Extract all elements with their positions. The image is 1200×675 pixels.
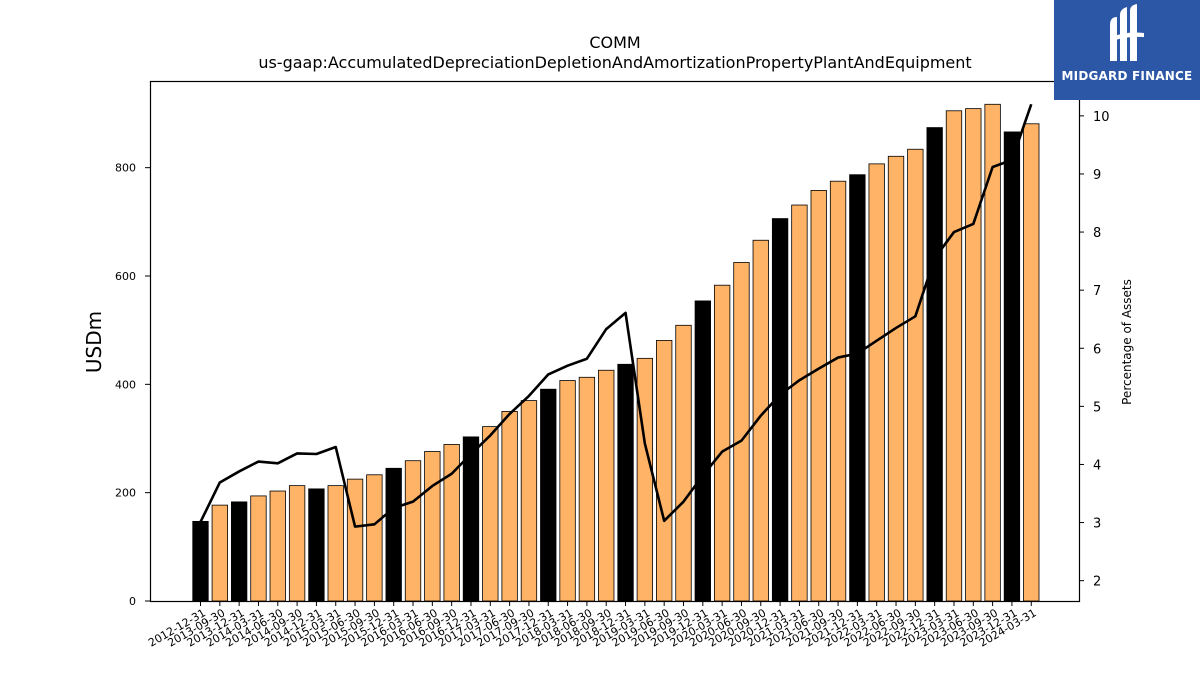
bar [462, 436, 480, 602]
bar [887, 155, 905, 602]
bar [656, 340, 673, 602]
bar [269, 490, 286, 602]
y-axis-left: 0 200 400 600 800 [115, 162, 150, 608]
bar [636, 357, 654, 602]
y-tick-label: 800 [115, 162, 136, 175]
bar [559, 380, 576, 602]
bar [250, 495, 267, 602]
bar [578, 376, 596, 602]
bar [385, 467, 402, 602]
bars-group [192, 103, 1040, 602]
y-right-tick-label: 6 [1093, 342, 1101, 357]
percentage-line [199, 103, 1033, 528]
chart-subtitle: us-gaap:AccumulatedDepreciationDepletion… [258, 53, 971, 72]
y-tick-label: 0 [129, 595, 136, 608]
y-right-tick-label: 2 [1093, 575, 1101, 590]
bar [810, 190, 827, 602]
bar [791, 204, 808, 602]
y-right-tick-label: 7 [1093, 284, 1101, 299]
bar [404, 460, 422, 602]
plot-frame [149, 80, 1081, 603]
line-group [199, 103, 1033, 528]
bar [1003, 131, 1021, 602]
bar [849, 174, 866, 602]
midgard-logo-icon [1110, 4, 1144, 61]
midgard-finance-logo: MIDGARD FINANCE [1054, 0, 1200, 100]
bar [211, 504, 228, 602]
bar [617, 363, 634, 602]
bar [868, 163, 885, 602]
bar [520, 400, 538, 602]
bar [907, 148, 924, 602]
bar [346, 478, 364, 602]
bar [829, 180, 847, 602]
bar [482, 426, 499, 602]
bar [327, 485, 344, 602]
bar [926, 127, 943, 602]
y-tick-label: 400 [115, 378, 136, 391]
bar [965, 108, 982, 602]
bar [230, 501, 248, 602]
y-tick-label: 600 [115, 270, 136, 283]
bar [288, 485, 306, 602]
y-right-tick-label: 3 [1093, 517, 1101, 532]
bar [540, 388, 557, 602]
y-axis-label-right: Percentage of Assets [1120, 279, 1134, 405]
bar [366, 474, 383, 602]
bar [192, 520, 209, 602]
y-tick-label: 200 [115, 487, 136, 500]
y-axis-label-left: USDm [82, 311, 106, 373]
bar [713, 284, 731, 602]
bar [598, 369, 615, 602]
bar [308, 488, 325, 602]
y-right-tick-label: 4 [1093, 458, 1101, 473]
chart-title: COMM [589, 33, 640, 52]
y-right-tick-label: 8 [1093, 226, 1101, 241]
logo-text: MIDGARD FINANCE [1061, 69, 1193, 83]
x-axis: 2012-12-312013-09-302013-12-312014-03-31… [146, 601, 1039, 650]
y-right-tick-label: 9 [1093, 168, 1101, 183]
y-right-tick-label: 10 [1093, 110, 1110, 125]
bar [675, 324, 692, 602]
bar [501, 411, 518, 602]
bar [1023, 123, 1040, 602]
bar [424, 451, 441, 602]
y-axis-right: 2 3 4 5 6 7 8 9 10 [1079, 110, 1110, 590]
bar [771, 218, 789, 602]
y-right-tick-label: 5 [1093, 400, 1101, 415]
bar [984, 103, 1001, 602]
bar [945, 110, 963, 602]
bar [694, 300, 711, 602]
